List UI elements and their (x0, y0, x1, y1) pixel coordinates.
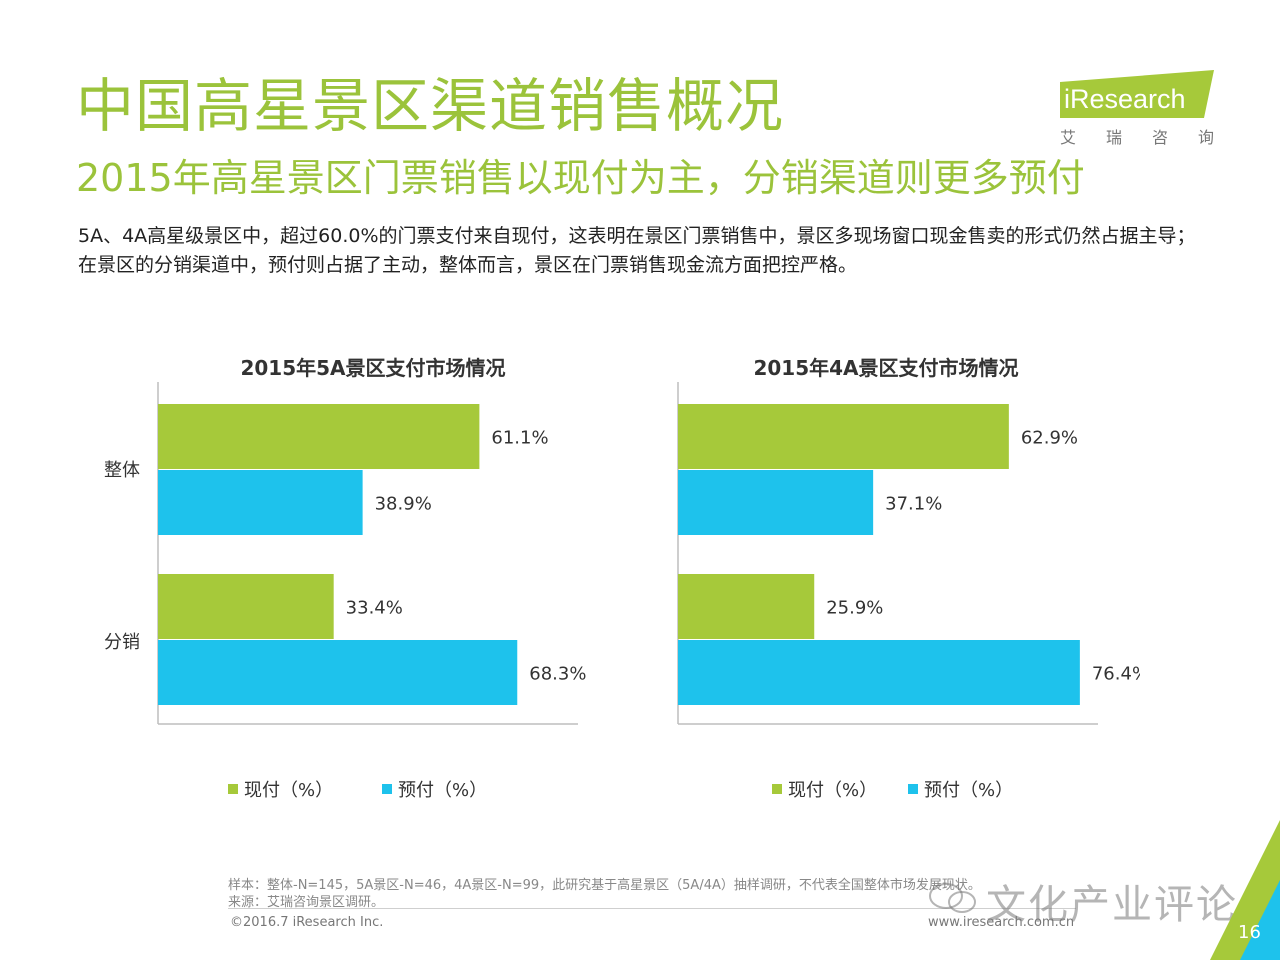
chart-5a: 61.1% 38.9% 33.4% 68.3% (157, 382, 586, 725)
data-label: 68.3% (529, 664, 586, 685)
data-label: 76.4% (1092, 664, 1140, 685)
legend-label: 预付（%） (924, 780, 1014, 801)
iresearch-logo: iResearch (1060, 70, 1214, 118)
watermark: 文化产业评论 (924, 872, 1238, 930)
page-title: 中国高星景区渠道销售概况 (76, 72, 785, 140)
page-number: 16 (1238, 922, 1261, 943)
category-label: 分销 (104, 632, 140, 653)
source-note: 来源：艾瑞咨询景区调研。 (228, 895, 385, 910)
bar-yufu-1 (158, 640, 518, 705)
website-url: www.iresearch.com.cn (928, 915, 1075, 930)
chart-4a: 62.9% 37.1% 25.9% 76.4% (677, 382, 1140, 725)
sample-note: 样本：整体-N=145，5A景区-N=46，4A景区-N=99，此研究基于高星景… (228, 878, 981, 893)
data-label: 25.9% (826, 598, 883, 619)
logo-cn-char: 瑞 (1106, 128, 1123, 147)
data-label: 37.1% (885, 494, 942, 515)
legend-item-xianfu-4a: 现付（%） (772, 776, 877, 802)
corner-accent (1240, 880, 1280, 960)
logo-cn-char: 咨 (1152, 128, 1169, 147)
logo-banner (1060, 70, 1214, 118)
watermark-text: 文化产业评论 (986, 882, 1238, 928)
wechat-icon (929, 883, 976, 913)
legend-item-yufu-5a: 预付（%） (382, 776, 487, 802)
corner-decoration (1210, 820, 1280, 960)
legend-item-yufu-4a: 预付（%） (908, 776, 1013, 802)
category-label: 整体 (104, 460, 140, 481)
footer-divider (228, 908, 1076, 909)
legend-label: 现付（%） (788, 780, 878, 801)
legend-swatch (772, 784, 782, 794)
legend-label: 预付（%） (398, 780, 488, 801)
bar-xianfu-1 (678, 574, 815, 639)
page-subtitle: 2015年高星景区门票销售以现付为主，分销渠道则更多预付 (76, 156, 1085, 200)
bar-xianfu-0 (158, 404, 480, 469)
data-label: 61.1% (491, 428, 548, 449)
data-label: 33.4% (346, 598, 403, 619)
intro-paragraph: 5A、4A高星级景区中，超过60.0%的门票支付来自现付，这表明在景区门票销售中… (78, 225, 1196, 276)
data-label: 38.9% (375, 494, 432, 515)
legend-swatch (382, 784, 392, 794)
legend-item-xianfu-5a: 现付（%） (228, 776, 333, 802)
bar-yufu-0 (158, 470, 363, 535)
logo-brand-text: iResearch (1064, 84, 1186, 114)
logo-cn-char: 艾 (1060, 128, 1077, 147)
chart-title-4a: 2015年4A景区支付市场情况 (753, 356, 1019, 380)
data-label: 62.9% (1021, 428, 1078, 449)
chart-title-5a: 2015年5A景区支付市场情况 (240, 356, 506, 380)
logo-cn-char: 询 (1198, 128, 1215, 147)
copyright: ©2016.7 iResearch Inc. (230, 915, 384, 930)
bar-xianfu-0 (678, 404, 1009, 469)
bar-xianfu-1 (158, 574, 334, 639)
legend-swatch (228, 784, 238, 794)
legend-label: 现付（%） (244, 780, 334, 801)
legend-swatch (908, 784, 918, 794)
bar-yufu-0 (678, 470, 874, 535)
bar-yufu-1 (678, 640, 1080, 705)
